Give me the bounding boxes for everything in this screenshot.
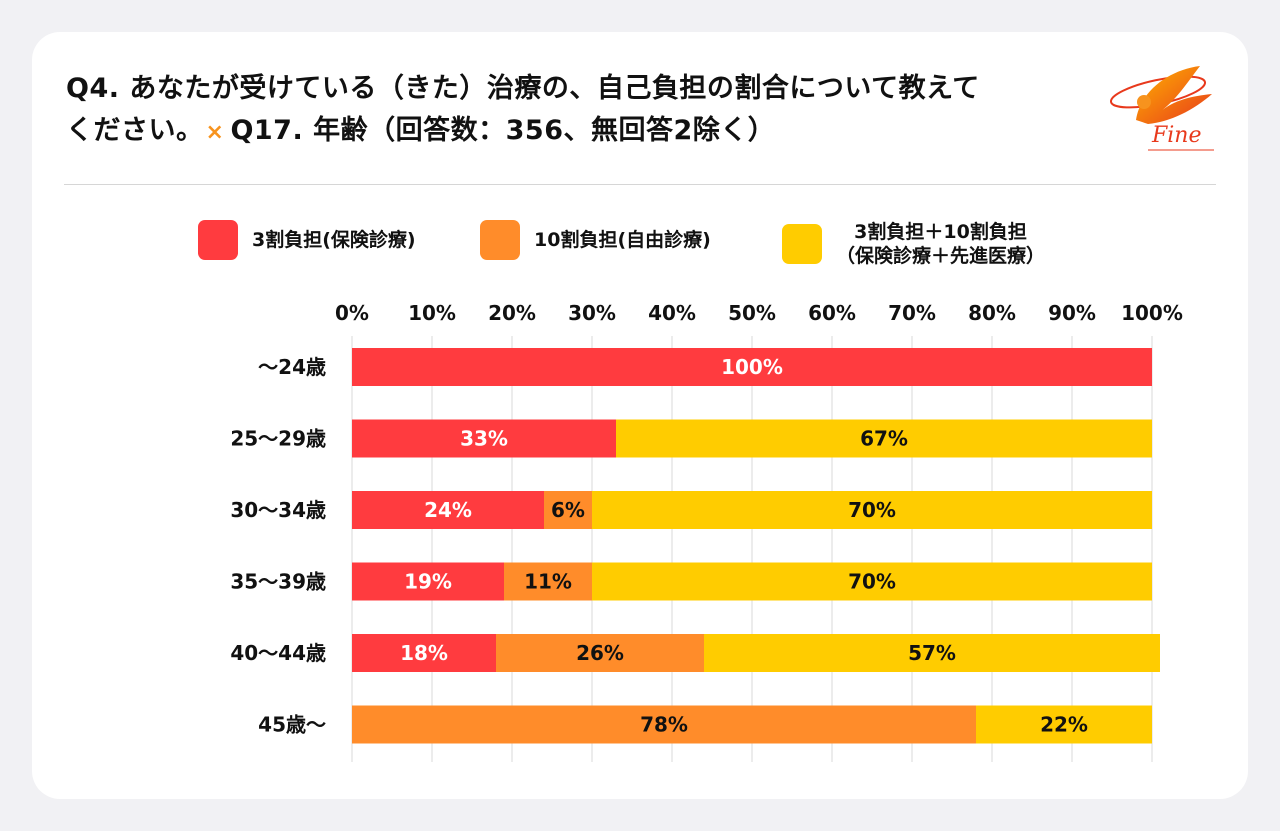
legend-item-10wari: 10割負担(自由診療) [480, 220, 711, 260]
category-label: 25〜29歳 [230, 427, 326, 451]
bar-segment [592, 491, 1152, 529]
bar-segment [544, 491, 592, 529]
title-divider [64, 184, 1216, 185]
cross-icon: × [205, 120, 225, 145]
bar-segment [352, 419, 616, 458]
data-label: 6% [551, 498, 585, 522]
bar-segment [352, 634, 496, 672]
legend-swatch-10wari [480, 220, 520, 260]
chart-title: Q4. あなたが受けている（きた）治療の、自己負担の割合について教えて ください… [66, 68, 1106, 154]
x-tick-label: 30% [568, 301, 616, 325]
legend-label-combined-line1: 3割負担＋10割負担 [854, 221, 1027, 243]
data-label: 18% [400, 641, 448, 665]
legend-label-3wari: 3割負担(保険診療) [252, 229, 416, 251]
category-label: 45歳〜 [258, 713, 326, 737]
bar-segment [704, 634, 1160, 672]
x-tick-label: 10% [408, 301, 456, 325]
x-tick-label: 90% [1048, 301, 1096, 325]
x-tick-label: 20% [488, 301, 536, 325]
data-label: 24% [424, 498, 472, 522]
x-tick-label: 80% [968, 301, 1016, 325]
x-tick-label: 70% [888, 301, 936, 325]
legend-label-combined: 3割負担＋10割負担 （保険診療＋先進医療） [836, 220, 1045, 268]
category-label: 40〜44歳 [230, 641, 326, 665]
data-label: 11% [524, 570, 572, 594]
x-tick-label: 40% [648, 301, 696, 325]
logo-wing-icon [1136, 66, 1212, 124]
data-label: 67% [860, 427, 908, 451]
title-line-2-end: Q17. 年齢（回答数：356、無回答2除く） [230, 115, 776, 146]
x-tick-label: 0% [335, 301, 369, 325]
data-label: 33% [460, 427, 508, 451]
bar-segment [352, 348, 1152, 386]
x-tick-label: 100% [1121, 301, 1183, 325]
legend-item-combined: 3割負担＋10割負担 （保険診療＋先進医療） [782, 220, 1045, 268]
bar-segment [616, 419, 1152, 458]
bar-segment [352, 705, 976, 744]
data-label: 26% [576, 641, 624, 665]
data-label: 70% [848, 498, 896, 522]
title-line-2: ください。× Q17. 年齢（回答数：356、無回答2除く） [66, 110, 1106, 154]
category-label: 〜24歳 [258, 355, 326, 379]
x-tick-label: 60% [808, 301, 856, 325]
data-label: 70% [848, 570, 896, 594]
category-label: 35〜39歳 [230, 570, 326, 594]
legend-item-3wari: 3割負担(保険診療) [198, 220, 416, 260]
title-line-2-start: ください。 [66, 115, 204, 146]
logo-text: Fine [1151, 123, 1202, 148]
bar-segment [592, 562, 1152, 601]
data-label: 19% [404, 570, 452, 594]
title-line-1: Q4. あなたが受けている（きた）治療の、自己負担の割合について教えて [66, 73, 980, 104]
data-label: 22% [1040, 713, 1088, 737]
legend-swatch-combined [782, 224, 822, 264]
bar-segment [496, 634, 704, 672]
data-label: 100% [721, 355, 783, 379]
data-label: 57% [908, 641, 956, 665]
legend-label-combined-line2: （保険診療＋先進医療） [836, 245, 1046, 267]
fine-logo: Fine [1109, 66, 1214, 151]
legend-label-10wari: 10割負担(自由診療) [534, 229, 711, 251]
x-tick-label: 50% [728, 301, 776, 325]
bar-segment [504, 562, 592, 601]
bar-segment [976, 705, 1152, 744]
category-label: 30〜34歳 [230, 498, 326, 522]
bar-segment [352, 491, 544, 529]
data-label: 78% [640, 713, 688, 737]
bar-segment [352, 562, 504, 601]
logo-figure-icon [1137, 95, 1151, 109]
legend-swatch-3wari [198, 220, 238, 260]
legend: 3割負担(保険診療) 10割負担(自由診療) 3割負担＋10割負担 （保険診療＋… [0, 214, 1280, 274]
